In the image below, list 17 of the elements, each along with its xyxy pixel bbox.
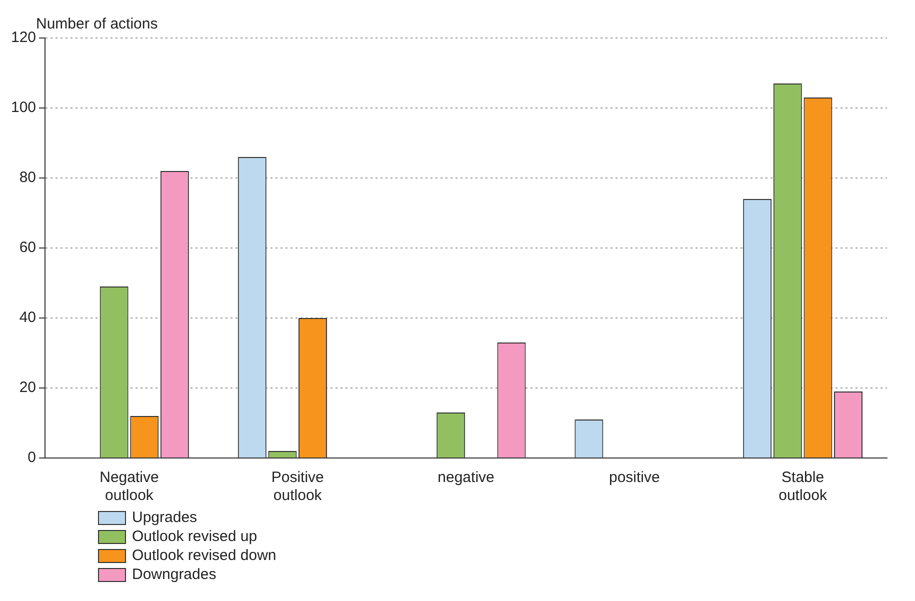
legend-label: Downgrades bbox=[132, 565, 216, 584]
y-tick-label: 100 bbox=[10, 99, 36, 116]
legend-label: Outlook revised down bbox=[132, 546, 276, 565]
x-tick-label: negative bbox=[438, 469, 494, 486]
y-tick-label: 80 bbox=[19, 169, 36, 186]
x-tick-label: positive bbox=[608, 469, 660, 486]
y-tick-label: 20 bbox=[19, 379, 36, 396]
y-tick-label: 0 bbox=[28, 449, 36, 466]
x-tick-label: Stable outlook bbox=[778, 469, 828, 504]
y-tick-label: 60 bbox=[19, 239, 36, 256]
x-tick-label: Positive outlook bbox=[271, 469, 324, 504]
legend-label: Outlook revised up bbox=[132, 527, 258, 546]
y-axis-title: Number of actions bbox=[36, 16, 158, 33]
x-tick-label: Negative outlook bbox=[100, 469, 159, 504]
y-tick-label: 120 bbox=[10, 29, 36, 46]
legend-label: Upgrades bbox=[132, 508, 198, 527]
y-tick-label: 40 bbox=[19, 309, 36, 326]
